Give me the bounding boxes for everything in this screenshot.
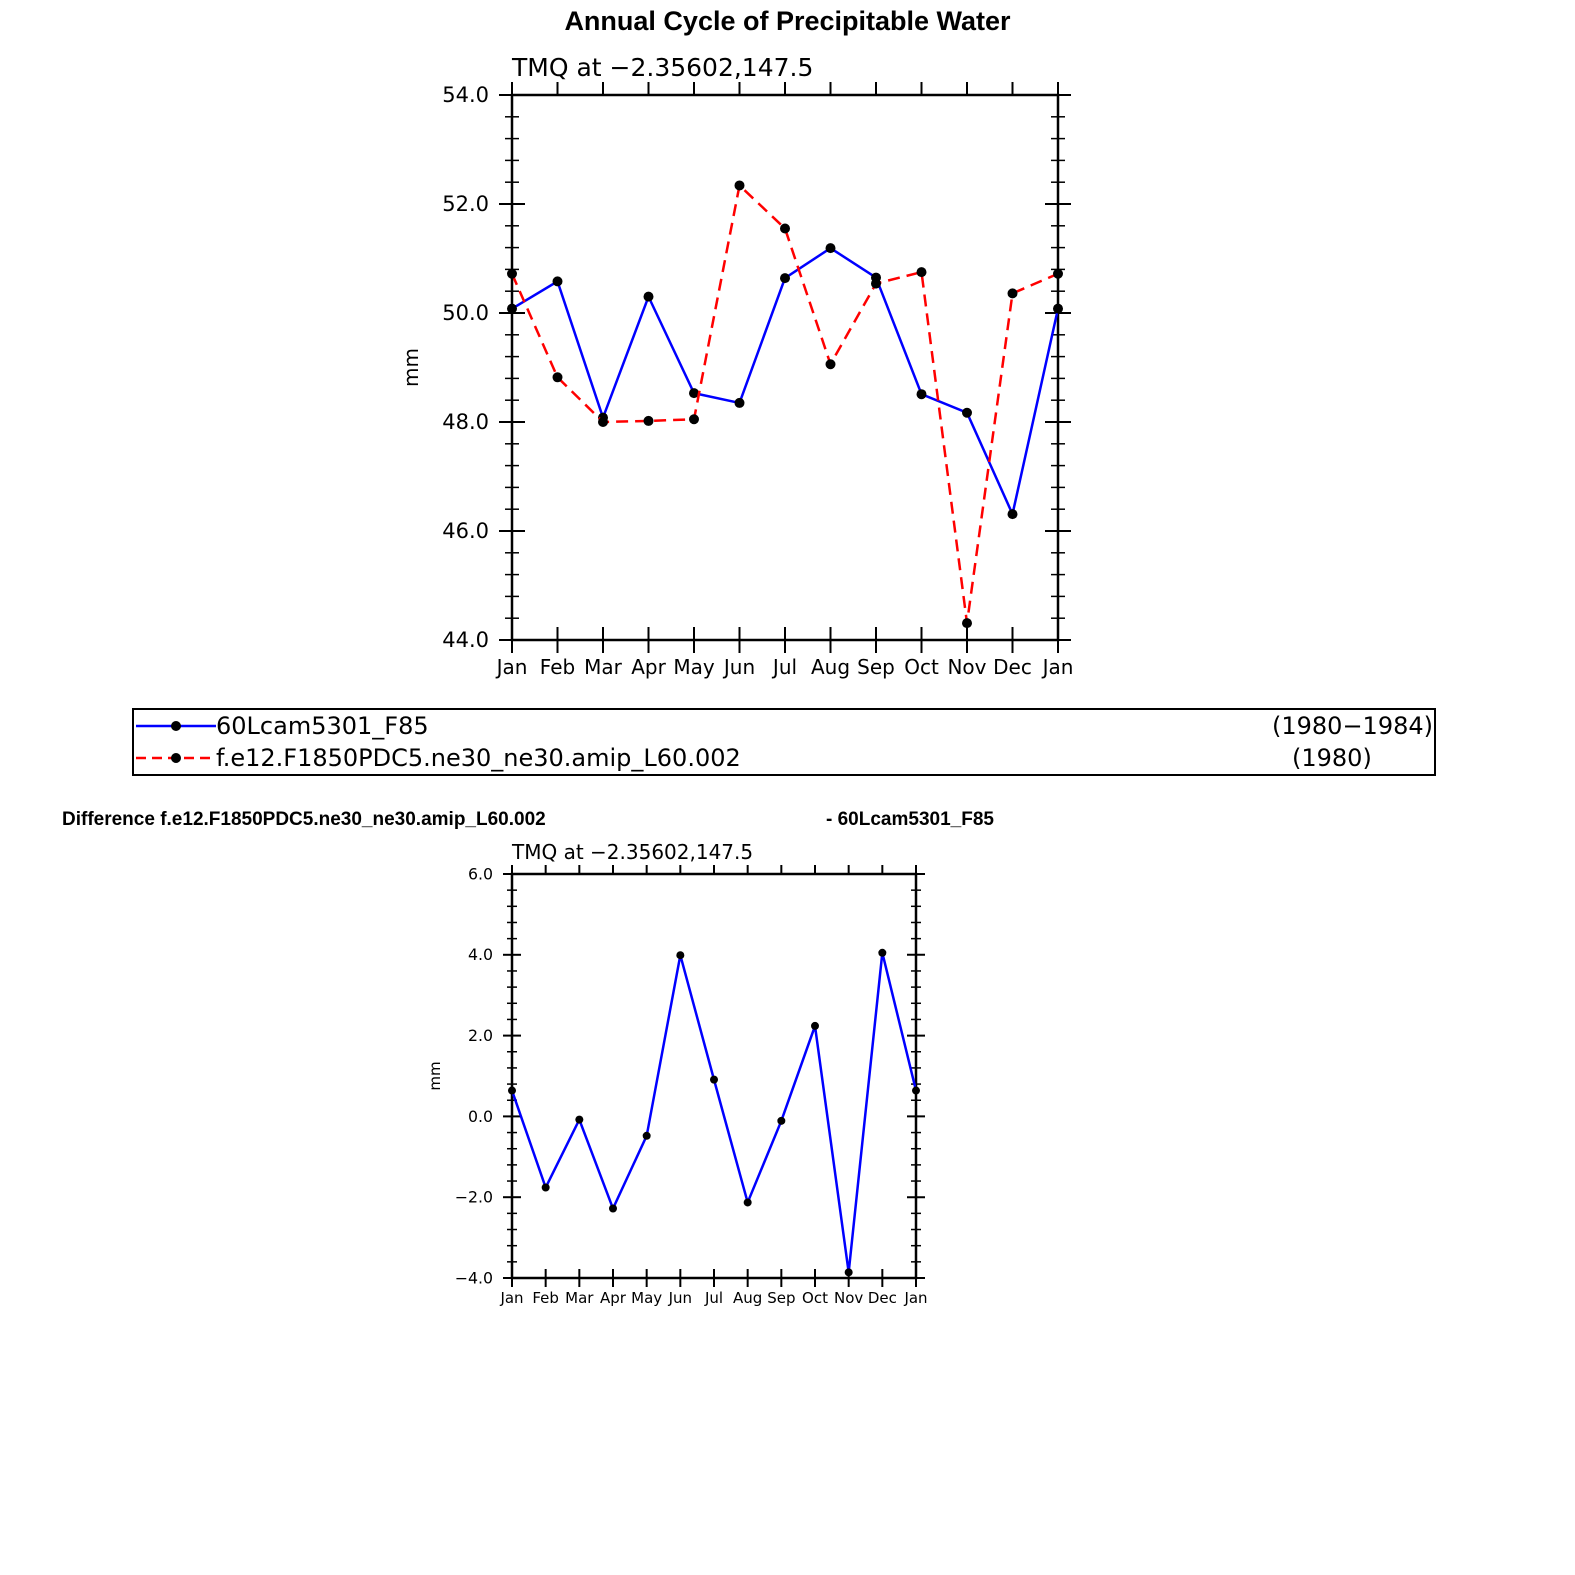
x-tick-label: Aug xyxy=(811,655,850,679)
y-tick-label: −4.0 xyxy=(455,1268,493,1287)
x-tick-label: Jul xyxy=(771,655,797,679)
data-point xyxy=(734,397,745,408)
data-point xyxy=(598,417,608,427)
x-tick-label: Sep xyxy=(857,655,895,679)
x-tick-label: Mar xyxy=(584,655,623,679)
data-point xyxy=(871,278,881,289)
x-tick-label: Jan xyxy=(1041,655,1074,679)
y-tick-label: 50.0 xyxy=(442,301,489,325)
main-title: Annual Cycle of Precipitable Water xyxy=(564,6,1011,36)
data-point xyxy=(962,407,972,418)
legend: 60Lcam5301_F85 (1980−1984) f.e12.F1850PD… xyxy=(132,708,1436,776)
data-point xyxy=(508,1086,516,1095)
difference-title: Difference f.e12.F1850PDC5.ne30_ne30.ami… xyxy=(62,809,546,830)
x-tick-label: Dec xyxy=(868,1289,897,1307)
legend-entry-model: 60Lcam5301_F85 (1980−1984) xyxy=(134,710,1434,742)
data-point xyxy=(811,1021,819,1030)
data-point xyxy=(1053,268,1063,279)
data-point xyxy=(541,1183,550,1192)
data-point xyxy=(916,389,927,400)
legend-period: (1980−1984) xyxy=(1272,712,1433,740)
data-point xyxy=(916,267,927,278)
data-point xyxy=(676,951,685,960)
data-point xyxy=(689,388,699,399)
x-tick-label: Jun xyxy=(722,655,755,679)
x-tick-label: May xyxy=(673,655,715,679)
data-point xyxy=(878,948,887,957)
data-point xyxy=(507,268,517,279)
data-point xyxy=(507,303,517,314)
y-tick-label: 46.0 xyxy=(442,519,489,543)
x-tick-label: Aug xyxy=(733,1289,762,1307)
y-tick-label: 54.0 xyxy=(442,83,489,107)
data-point xyxy=(912,1086,920,1095)
data-point xyxy=(734,180,745,191)
y-tick-label: −2.0 xyxy=(455,1188,493,1207)
annual-cycle-chart: Jan Feb Mar Apr May Jun Jul Aug Sep Oct Nov Dec Jan4… xyxy=(399,53,1074,679)
data-point xyxy=(780,273,790,284)
data-point xyxy=(743,1198,752,1207)
legend-entry-control: f.e12.F1850PDC5.ne30_ne30.amip_L60.002 (… xyxy=(134,742,1434,774)
data-point xyxy=(609,1204,617,1213)
y-tick-label: 2.0 xyxy=(468,1026,493,1045)
x-tick-label: Nov xyxy=(947,655,986,679)
data-point xyxy=(1053,303,1063,314)
data-point xyxy=(1007,288,1018,299)
data-point xyxy=(844,1268,853,1277)
x-tick-label: May xyxy=(631,1289,662,1307)
chart-subtitle: TMQ at −2.35602,147.5 xyxy=(511,53,813,82)
y-axis-label: mm xyxy=(399,348,423,387)
legend-line-solid-icon xyxy=(136,721,216,731)
data-point xyxy=(575,1115,584,1124)
x-tick-label: Jan xyxy=(495,655,528,679)
legend-period: (1980) xyxy=(1292,744,1372,772)
x-tick-label: Jun xyxy=(668,1289,692,1307)
data-point xyxy=(825,359,836,370)
x-tick-label: Apr xyxy=(600,1289,627,1307)
data-point xyxy=(552,372,563,383)
y-axis-label: mm xyxy=(426,1061,444,1090)
y-tick-label: 0.0 xyxy=(468,1107,493,1126)
data-point xyxy=(710,1075,718,1084)
data-point xyxy=(780,223,790,234)
data-point xyxy=(643,415,654,426)
data-point xyxy=(825,243,836,254)
legend-line-dashed-icon xyxy=(136,753,216,763)
legend-label: 60Lcam5301_F85 xyxy=(216,712,429,740)
y-tick-label: 48.0 xyxy=(442,410,489,434)
data-point xyxy=(643,291,654,302)
data-point xyxy=(552,276,563,287)
x-tick-label: Oct xyxy=(802,1289,828,1307)
data-point xyxy=(777,1116,786,1125)
chart-subtitle: TMQ at −2.35602,147.5 xyxy=(511,840,753,864)
x-tick-label: Jan xyxy=(903,1289,927,1307)
data-point xyxy=(1007,509,1018,520)
x-tick-label: Oct xyxy=(904,655,939,679)
x-tick-label: Feb xyxy=(540,655,575,679)
y-tick-label: 4.0 xyxy=(468,945,493,964)
x-tick-label: Jan xyxy=(499,1289,523,1307)
x-tick-label: Dec xyxy=(993,655,1032,679)
x-tick-label: Nov xyxy=(834,1289,863,1307)
data-point xyxy=(962,618,972,629)
x-tick-label: Sep xyxy=(767,1289,795,1307)
x-tick-label: Apr xyxy=(631,655,666,679)
difference-title-subtrahend: - 60Lcam5301_F85 xyxy=(826,809,994,830)
y-tick-label: 6.0 xyxy=(468,864,493,883)
y-tick-label: 52.0 xyxy=(442,192,489,216)
data-point xyxy=(689,414,699,425)
x-tick-label: Feb xyxy=(532,1289,559,1307)
x-tick-label: Jul xyxy=(704,1289,723,1307)
legend-label: f.e12.F1850PDC5.ne30_ne30.amip_L60.002 xyxy=(216,744,741,772)
data-point xyxy=(642,1131,651,1140)
series-line-0 xyxy=(510,952,918,1273)
y-tick-label: 44.0 xyxy=(442,628,489,652)
x-tick-label: Mar xyxy=(565,1289,594,1307)
